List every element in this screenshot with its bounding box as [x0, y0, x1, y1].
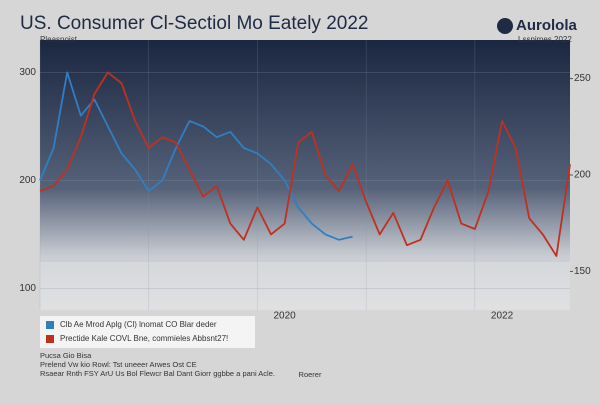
legend-label: Clb Ae Mrod Aplg (Cl) lnomat CO Blar ded…: [60, 320, 217, 329]
brand-subtitle: Lssnimes 2022: [518, 35, 572, 44]
footnote: Rsaear Rnth FSY ArU Us Bol Flewcr Bal Da…: [40, 369, 275, 378]
chart-subtitle: Pleasnoist: [40, 35, 78, 44]
lower-band: [40, 262, 570, 310]
footnote: Roerer: [299, 370, 322, 379]
y2-tick-label: 250: [574, 73, 591, 84]
y-tick-label: 300: [19, 67, 36, 78]
chart-title: US. Consumer Cl-Sectiol Mo Eately 2022: [20, 13, 368, 34]
y-tick-label: 200: [19, 175, 36, 186]
footnote: Prelend Vw kio Rowl: Tst uneeer Arwes Os…: [40, 360, 197, 369]
legend-label: Prectide Kale COVL Bne, commieles Abbsnt…: [60, 334, 228, 343]
y2-tick-label: 150: [574, 266, 591, 277]
brand-icon: [497, 18, 513, 34]
y2-tick-label: 200: [574, 170, 591, 181]
footnote: Pucsa Gio Bisa: [40, 351, 92, 360]
legend: [40, 316, 255, 348]
legend-swatch: [46, 335, 54, 343]
series-line: [39, 71, 571, 257]
legend-swatch: [46, 321, 54, 329]
brand: Aurolola: [516, 17, 577, 34]
x-tick-label: 2022: [491, 311, 514, 322]
x-tick-label: 2020: [273, 311, 296, 322]
y-tick-label: 100: [19, 283, 36, 294]
